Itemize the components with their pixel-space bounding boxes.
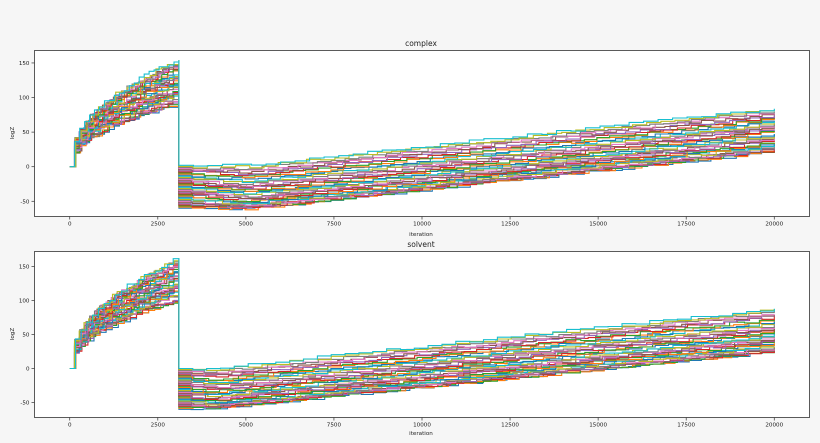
x-tick-label: 20000 [765, 222, 783, 228]
x-tick-label: 7500 [327, 423, 342, 429]
y-axis-label: logZ [10, 127, 16, 140]
x-tick-label: 10000 [413, 423, 431, 429]
y-tick-label: 0 [26, 165, 30, 171]
axes: 0 2500 5000 7500 10000 12500 15000 17500 20000 -5… [19, 61, 784, 228]
y-tick-label: 100 [19, 298, 30, 304]
x-tick-label: 0 [68, 222, 72, 228]
x-tick-label: 15000 [589, 423, 607, 429]
x-tick-label: 0 [68, 423, 72, 429]
series-line-26 [69, 275, 775, 389]
x-tick-label: 15000 [589, 222, 607, 228]
x-tick-label: 12500 [501, 222, 519, 228]
x-tick-label: 17500 [677, 222, 695, 228]
x-tick-label: 12500 [501, 423, 519, 429]
series-line-33 [69, 67, 775, 177]
series-line-40 [69, 258, 775, 371]
x-tick-label: 5000 [239, 423, 254, 429]
y-tick-label: 50 [22, 130, 30, 136]
chart-title: solvent [407, 240, 434, 249]
subplot-complex: complex 0 2500 5000 7500 10000 12500 15000 1750… [10, 39, 810, 238]
series-line-36 [69, 64, 775, 174]
y-tick-label: 150 [19, 61, 30, 67]
y-tick-label: -50 [20, 199, 30, 205]
x-tick-label: 17500 [677, 423, 695, 429]
series-line-37 [69, 261, 775, 374]
series-line-40 [69, 60, 775, 168]
series-line-8 [69, 293, 775, 405]
x-tick-label: 5000 [239, 222, 254, 228]
y-tick-label: 100 [19, 96, 30, 102]
series-line-1 [69, 106, 775, 211]
chart-title: complex [405, 39, 437, 48]
y-tick-label: -50 [20, 401, 30, 407]
y-tick-label: 50 [22, 333, 30, 339]
series-line-38 [69, 258, 775, 373]
y-axis-label: logZ [10, 328, 16, 341]
x-tick-label: 7500 [327, 222, 342, 228]
series-line-19 [69, 280, 775, 398]
series-line-34 [69, 264, 775, 378]
series-lines [69, 60, 775, 211]
x-axis-label: iteration [409, 232, 433, 238]
x-tick-label: 2500 [151, 222, 166, 228]
y-tick-label: 0 [26, 367, 30, 373]
x-tick-label: 2500 [151, 423, 166, 429]
series-line-31 [69, 267, 775, 382]
x-axis-label: iteration [409, 431, 433, 437]
series-line-17 [69, 88, 775, 198]
subplot-solvent: solvent 0 2500 5000 7500 10000 12500 15000 1750… [10, 240, 810, 437]
y-tick-label: 150 [19, 264, 30, 270]
axes: 0 2500 5000 7500 10000 12500 15000 17500 20000 -5… [19, 264, 784, 428]
series-line-34 [69, 66, 775, 177]
x-tick-label: 20000 [765, 423, 783, 429]
x-tick-label: 10000 [413, 222, 431, 228]
series-lines [69, 258, 775, 411]
